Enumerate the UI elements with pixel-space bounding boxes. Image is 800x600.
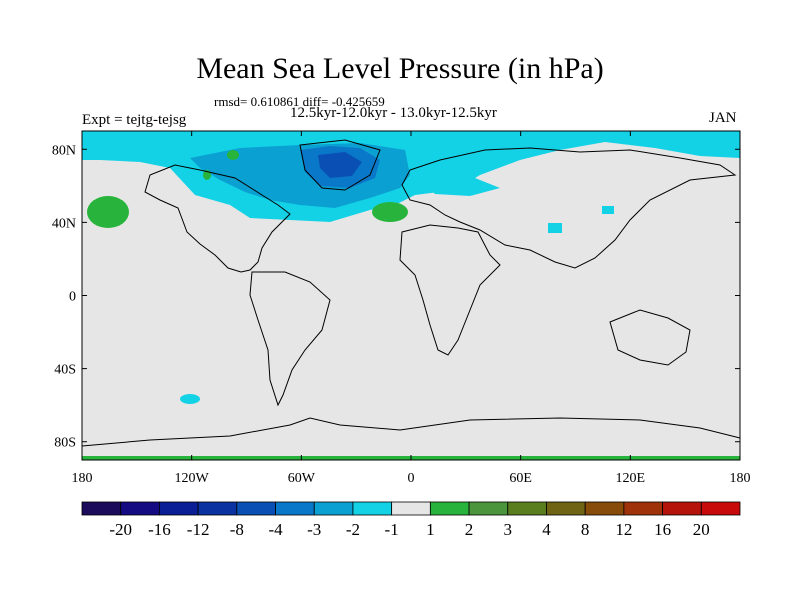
colorbar-label: -8 [230,520,244,539]
colorbar-label: 20 [693,520,710,539]
colorbar-swatch [584,501,625,516]
colorbar-swatch [352,501,393,516]
europe-anomaly-light [420,176,500,196]
greenland-outline [299,139,381,191]
x-tick-label: 120E [616,471,646,486]
japan-negative-patch [602,206,614,214]
antarctica-outline [81,417,741,447]
y-tick-label: 40S [54,363,76,378]
colorbar-swatch [662,501,702,516]
colorbar-label: 8 [581,520,590,539]
asia-negative-patch [548,223,562,233]
colorbar-swatch [546,501,586,516]
x-tick-label: 180 [730,471,751,486]
colorbar-label: -3 [307,520,321,539]
colorbar-label: 2 [465,520,474,539]
south-america-outline [249,271,331,407]
x-tick-label: 120W [175,471,210,486]
colorbar-label: 16 [654,520,671,539]
north-america-outline [144,164,291,273]
colorbar-swatch [700,501,741,516]
north-atlantic-positive-anomaly [372,202,408,222]
month-label: JAN [709,110,737,126]
colorbar-swatch [236,501,276,516]
x-tick-label: 0 [408,471,415,486]
colorbar-label: -16 [148,520,171,539]
colorbar-label: -12 [187,520,210,539]
x-tick-label: 60E [509,471,532,486]
siberia-positive-anomaly [227,150,239,160]
x-tick-label: 60W [288,471,316,486]
colorbar-swatch [275,501,315,516]
colorbar-swatch [429,501,470,516]
chart-title: Mean Sea Level Pressure (in hPa) [196,52,604,85]
y-tick-label: 40N [52,216,76,231]
x-axis: 180 120W 60W 0 60E 120E 180 [72,131,751,486]
australia-outline [609,309,691,366]
colorbar-label: 3 [504,520,513,539]
colorbar-swatch [507,501,547,516]
stats-label: rmsd= 0.610861 diff= -0.425659 [214,94,385,109]
y-tick-label: 0 [69,290,76,305]
north-pacific-positive-anomaly [87,196,129,228]
eurasia-outline [401,147,737,269]
colorbar: -20 -16 -12 -8 -4 -3 -2 -1 1 2 3 4 8 12 16 20 [81,501,741,539]
continent-outlines [81,139,741,447]
y-tick-label: 80N [52,143,76,158]
colorbar-label: -20 [109,520,132,539]
y-tick-label: 80S [54,436,76,451]
colorbar-label: -1 [385,520,399,539]
y-axis: 80N 40N 0 40S 80S [52,143,740,451]
colorbar-label: -2 [346,520,360,539]
arctic-anomaly-deep [318,152,362,178]
colorbar-label: 1 [426,520,435,539]
interval-label: 12.5kyr-12.0kyr - 13.0kyr-12.5kyr [290,105,497,121]
x-tick-label: 180 [72,471,93,486]
colorbar-swatch [468,501,509,516]
colorbar-swatch [197,501,238,516]
colorbar-swatch [623,501,663,516]
colorbar-swatch [81,501,122,516]
colorbar-swatch [120,501,160,516]
colorbar-label: 4 [542,520,551,539]
colorbar-label: 12 [615,520,632,539]
colorbar-swatch [313,501,354,516]
colorbar-label: -4 [268,520,283,539]
africa-outline [399,224,501,356]
colorbar-swatch [391,501,431,516]
south-pacific-negative-patch [180,394,200,404]
experiment-label: Expt = tejtg-tejsg [82,112,187,128]
colorbar-swatch [159,501,199,516]
